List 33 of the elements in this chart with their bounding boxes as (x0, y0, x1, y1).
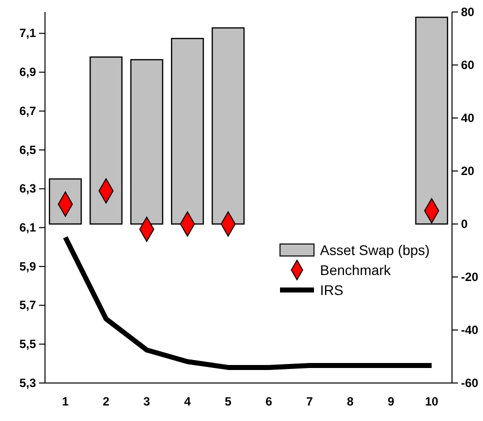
y2-tick-label: 80 (461, 4, 475, 19)
y2-tick-label: -20 (461, 270, 479, 284)
y-tick-label: 6,7 (19, 104, 36, 118)
y-tick-label: 5,5 (19, 336, 36, 351)
y2-tick-label: -40 (461, 322, 479, 337)
bar (415, 16, 448, 225)
y-tick-label: 6,9 (19, 65, 36, 80)
x-tick-label: 3 (143, 394, 150, 409)
x-tick-label: 5 (224, 394, 232, 409)
x-tick-label: 2 (102, 394, 110, 409)
bar (90, 56, 123, 225)
x-tick-label: 6 (266, 394, 273, 409)
x-tick-label: 8 (346, 394, 354, 409)
y2-tick-label: 0 (461, 216, 468, 231)
x-tick-label: 10 (424, 394, 439, 409)
y-tick-label: 6,3 (19, 182, 36, 196)
y-tick-label: 5,7 (19, 298, 36, 312)
x-tick-label: 9 (388, 394, 395, 409)
y2-tick-label: 20 (461, 164, 475, 178)
y-tick-label: 5,9 (19, 259, 36, 274)
y2-tick-label: 40 (461, 110, 475, 125)
legend-label: Asset Swap (bps) (320, 242, 430, 258)
y-tick-label: 6,5 (19, 142, 36, 157)
legend-label: IRS (320, 282, 344, 298)
y-tick-label: 5,3 (19, 376, 36, 390)
x-tick-label: 1 (62, 394, 70, 409)
legend-label: Benchmark (320, 262, 392, 278)
y2-tick-label: 60 (461, 58, 475, 72)
x-tick-label: 7 (306, 394, 314, 409)
y2-tick-label: -60 (461, 376, 479, 390)
x-tick-label: 4 (184, 394, 192, 409)
y-tick-label: 7,1 (19, 26, 36, 40)
y-tick-label: 6,1 (19, 220, 36, 234)
